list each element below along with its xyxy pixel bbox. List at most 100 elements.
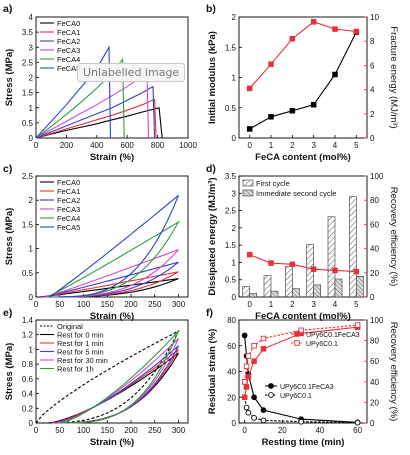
bar-second-cycle: [270, 290, 279, 298]
data-point: [241, 379, 248, 385]
panel-label: a): [3, 3, 12, 15]
panel-3: 0 1 2 3 4 5 0 0.5 1 1.5 2 2.5 3 3.5 0 20 40 60 80 100 FeCA c…: [206, 163, 399, 322]
legend-label: FeCA3: [57, 205, 80, 214]
x-tick-label: 1: [269, 300, 274, 309]
y-tick-label: 20: [227, 393, 236, 402]
data-point: [260, 346, 267, 352]
legend-swatch: [242, 189, 254, 197]
data-point: [289, 36, 296, 42]
plot-frame: [238, 175, 368, 298]
x-tick-label: 2: [290, 300, 295, 309]
plot-frame: [35, 175, 189, 298]
data-point: [246, 85, 253, 92]
y-axis-label: Stress (MPa): [4, 343, 15, 401]
y-tick-label: 0.2: [22, 404, 34, 413]
recovery-point: [332, 267, 338, 274]
x-tick-label: 4: [333, 141, 338, 150]
y-right-tick-label: 6: [370, 61, 375, 70]
legend-label: FeCA1: [57, 28, 80, 37]
legend-label: UPy6C0.1: [280, 393, 312, 400]
legend-marker: [268, 392, 274, 398]
series-loop-FeCA3: [45, 249, 179, 298]
y-right-tick-label: 40: [370, 378, 379, 387]
x-axis-label: FeCA content (mol%): [255, 311, 351, 322]
data-point: [245, 373, 252, 380]
bar-second-cycle: [334, 278, 343, 298]
series-line-FeCA5: [35, 45, 112, 139]
x-tick-label: 250: [148, 300, 162, 309]
y-right-tick-label: 100: [370, 172, 384, 181]
data-point: [251, 415, 257, 421]
y-right-tick-label: 80: [370, 196, 379, 205]
y-right-tick-label: 20: [370, 398, 379, 407]
legend-label: First cycle: [256, 179, 290, 188]
data-point: [260, 417, 267, 424]
legend-label: FeCA5: [57, 223, 80, 232]
y-tick-label: 1.5: [225, 43, 237, 52]
x-tick-label: 1: [269, 141, 274, 150]
x-tick-label: 300: [172, 300, 186, 309]
recovery-point: [289, 261, 296, 268]
y-right-tick-label: 0: [370, 134, 375, 143]
panel-4: 0 50 100 150 200 250 300 0 0.2 0.4 0.6 0.8 1 1.2 1.4 St…: [3, 307, 189, 448]
x-tick-label: 100: [77, 426, 91, 435]
panel-label: b): [206, 3, 216, 15]
y-tick-label: 1: [29, 345, 34, 354]
panel-2: 0 50 100 150 200 250 300 0 0.5 1 1.5 2 2.5 Strain (%)…: [3, 163, 189, 322]
bar-first-cycle: [285, 266, 293, 298]
legend-marker: [294, 331, 300, 337]
recovery-point: [310, 266, 317, 272]
legend-label: FeCA4: [57, 55, 80, 64]
y-tick-label: 0.5: [225, 276, 237, 285]
bar-first-cycle: [349, 196, 357, 298]
y-right-tick-label: 60: [370, 357, 379, 366]
x-tick-label: 200: [124, 426, 138, 435]
series-line-FeCA3: [35, 71, 150, 139]
x-tick-label: 60: [353, 426, 362, 435]
legend-label: FeCA1: [57, 187, 80, 196]
y-right-tick-label: 4: [370, 86, 375, 95]
y-right-axis-label: Recovery efficiency (%): [388, 322, 399, 422]
y-axis-label: Initial modulus (kPa): [207, 31, 218, 124]
x-tick-label: 0: [247, 141, 252, 150]
data-point: [241, 332, 248, 339]
data-point: [243, 384, 250, 390]
bar-second-cycle: [356, 275, 364, 298]
y-axis-label: Stress (MPa): [4, 208, 15, 266]
y-tick-label: 60: [227, 342, 236, 351]
data-point: [260, 407, 267, 413]
y-tick-label: 3.5: [22, 28, 34, 37]
data-point: [246, 126, 253, 132]
data-point: [241, 394, 248, 401]
x-tick-label: 300: [172, 426, 186, 435]
y-tick-label: 2: [232, 224, 237, 233]
y-tick-label: 0.5: [225, 104, 237, 113]
legend-label: Rest for 1 min: [57, 339, 104, 348]
series-loop-FeCA5: [48, 194, 180, 298]
data-point: [260, 335, 267, 342]
panel-label: f): [206, 307, 213, 319]
y-tick-label: 0.4: [22, 390, 34, 399]
data-point: [268, 61, 274, 67]
data-point: [310, 19, 317, 25]
x-tick-label: 3: [311, 141, 316, 150]
bar-second-cycle: [292, 288, 300, 298]
series-line-FeCA4: [35, 57, 125, 139]
y-right-tick-label: 10: [370, 13, 379, 22]
data-point: [354, 322, 361, 328]
y-right-tick-label: 8: [370, 37, 375, 46]
data-point: [298, 418, 304, 425]
x-tick-label: 200: [60, 141, 74, 150]
x-tick-label: 2: [290, 141, 295, 150]
x-tick-label: 250: [148, 426, 162, 435]
y-tick-label: 1.5: [225, 241, 237, 250]
x-axis-label: Strain (%): [90, 437, 134, 448]
y-tick-label: 3: [29, 43, 34, 52]
y-tick-label: 3: [232, 189, 237, 198]
y-tick-label: 0.8: [22, 360, 34, 369]
recovery-point: [268, 260, 274, 266]
legend-label: Immediate second cycle: [256, 189, 336, 198]
y-tick-label: 2.5: [225, 207, 237, 216]
x-tick-label: 50: [55, 426, 64, 435]
legend-label: Rest for 0 min: [57, 331, 104, 340]
